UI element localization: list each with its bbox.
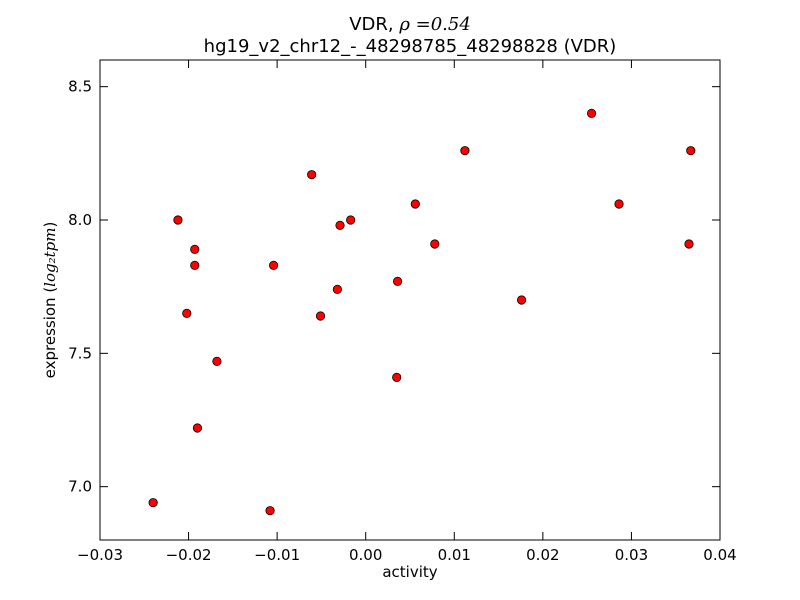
y-axis-label-suffix: ) <box>41 222 59 228</box>
axis-ticks: −0.03 −0.02 −0.01 0.00 0.01 0.02 0.03 0.04 7.0 7.… <box>68 60 737 564</box>
y-tick-label: 7.5 <box>68 344 92 362</box>
data-point <box>684 239 694 249</box>
x-tick-label: 0.04 <box>703 546 736 564</box>
data-point <box>190 260 200 270</box>
y-tick-label: 8.5 <box>68 78 92 96</box>
data-point <box>392 276 403 286</box>
data-point <box>586 108 597 118</box>
x-tick-label: −0.03 <box>77 546 123 564</box>
y-tick-label: 7.0 <box>68 478 92 496</box>
chart-title: VDR, ρ =0.54 <box>349 14 471 35</box>
data-point <box>346 215 356 225</box>
data-point <box>332 284 342 294</box>
y-axis-label: expression (log₂tpm) <box>41 222 59 379</box>
y-axis-label-prefix: expression ( <box>41 287 59 379</box>
data-point <box>430 239 440 249</box>
x-tick-label: 0.00 <box>349 546 382 564</box>
data-point <box>148 498 158 508</box>
data-point <box>614 199 624 209</box>
data-point <box>265 506 275 516</box>
x-tick-label: 0.02 <box>526 546 559 564</box>
data-point <box>410 199 420 209</box>
data-point <box>460 146 470 156</box>
x-tick-label: −0.01 <box>254 546 300 564</box>
data-point <box>686 146 696 156</box>
data-point <box>307 170 317 180</box>
x-axis-label: activity <box>382 563 437 581</box>
data-point <box>190 244 200 254</box>
data-point <box>268 260 279 270</box>
data-point <box>392 372 402 382</box>
data-point <box>335 220 345 230</box>
x-tick-label: −0.02 <box>166 546 212 564</box>
chart-title-prefix: VDR, <box>349 14 399 35</box>
data-point <box>192 423 203 433</box>
y-axis-label-math: log₂tpm <box>41 228 59 287</box>
plot-area <box>99 59 721 541</box>
data-point <box>516 295 527 305</box>
x-tick-label: 0.01 <box>438 546 471 564</box>
data-point <box>212 356 222 366</box>
data-point <box>315 311 326 321</box>
chart-title-math: ρ =0.54 <box>398 14 470 35</box>
data-point <box>173 215 183 225</box>
x-tick-label: 0.03 <box>615 546 648 564</box>
chart-subtitle: hg19_v2_chr12_-_48298785_48298828 (VDR) <box>204 36 617 57</box>
y-tick-label: 8.0 <box>68 211 92 229</box>
data-point <box>182 308 192 318</box>
data-points <box>148 108 696 516</box>
